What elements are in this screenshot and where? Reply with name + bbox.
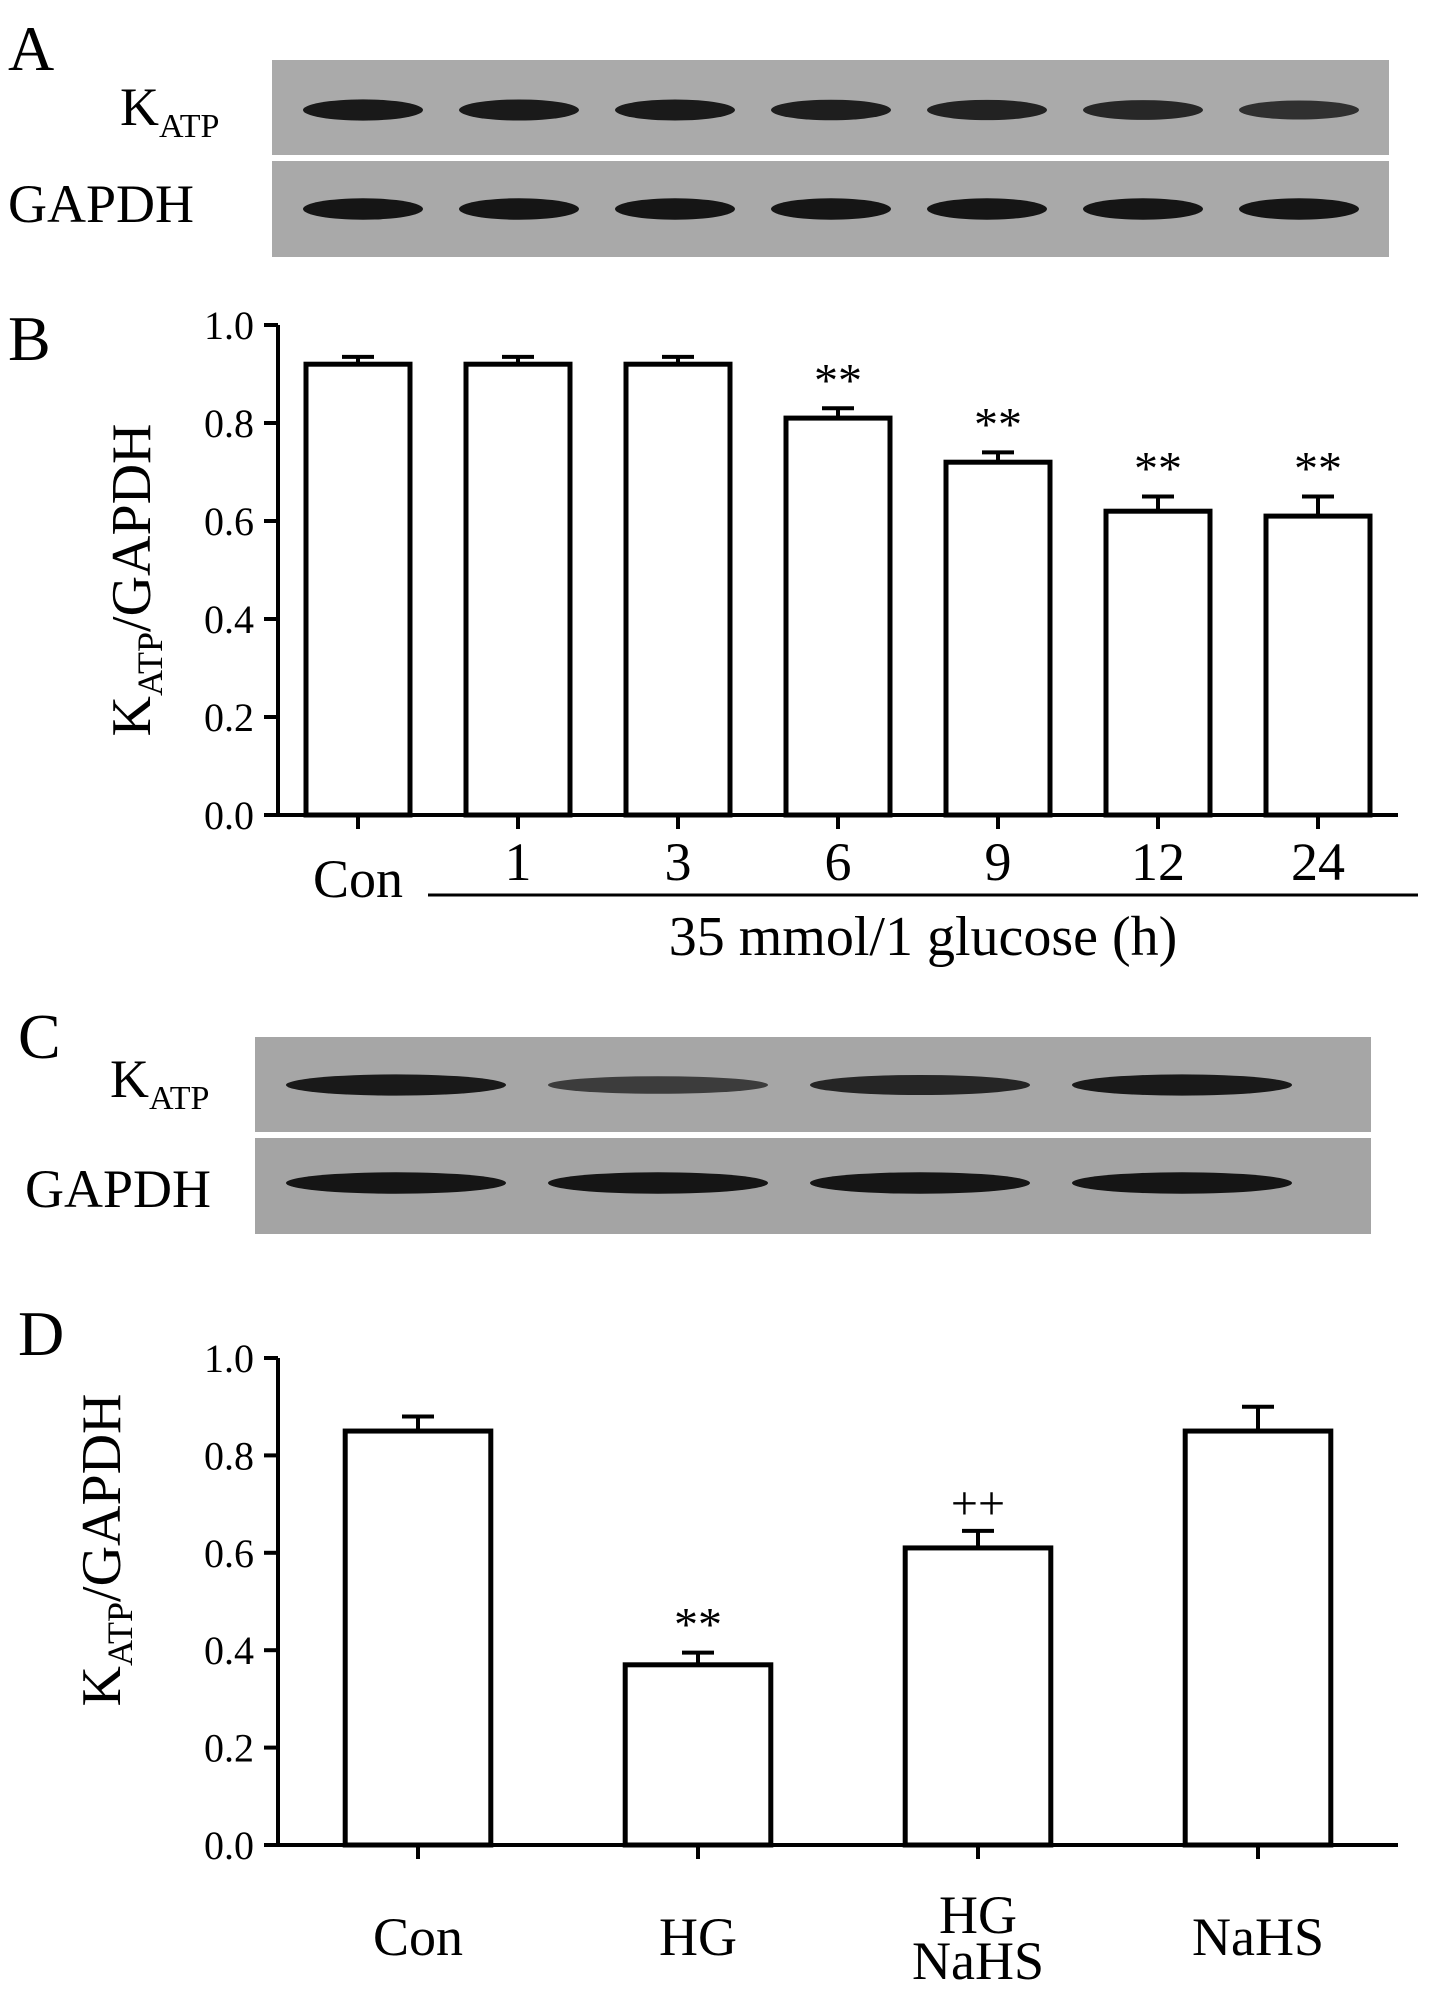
bar — [783, 415, 893, 818]
x-category-label: NaHS — [1192, 1907, 1324, 1967]
chart-b-ylabel-rest: /GAPDH — [101, 424, 163, 632]
blot-c-row1-label: KATP — [110, 1049, 209, 1117]
blot-a-bands — [303, 99, 1359, 220]
blot-band — [1239, 198, 1359, 220]
blot-band — [1239, 100, 1359, 120]
blot-band — [810, 1172, 1030, 1194]
bar — [1103, 508, 1213, 818]
bar — [623, 361, 733, 818]
blot-band — [810, 1074, 1030, 1096]
x-category-label: NaHS — [912, 1931, 1044, 1991]
panel-c-label: C — [18, 1001, 61, 1072]
blot-band — [1072, 1074, 1292, 1096]
blot-band — [927, 198, 1047, 220]
blot-a-row1-label-main: K — [120, 77, 159, 137]
blot-band — [303, 198, 423, 220]
chart-b-ylabel: KATP/GAPDH — [101, 424, 170, 737]
y-tick-label: 0.2 — [204, 1726, 254, 1771]
panel-d-label: D — [18, 1298, 64, 1369]
y-tick-label: 0.0 — [204, 793, 254, 838]
blot-a-row1-label: KATP — [120, 77, 219, 145]
x-category-label: HG — [939, 1885, 1017, 1945]
y-tick-label: 1.0 — [204, 303, 254, 348]
blot-band — [303, 99, 423, 121]
significance-label: ** — [974, 398, 1022, 451]
blot-band — [548, 1076, 768, 1094]
bar — [1263, 513, 1373, 818]
blot-c-row1-label-sub: ATP — [149, 1080, 209, 1117]
bar — [902, 1545, 1054, 1848]
panel-a: A KATP GAPDH — [8, 13, 1389, 257]
blot-band — [771, 198, 891, 220]
blot-band — [615, 198, 735, 220]
x-category-label: 6 — [825, 832, 852, 892]
chart-d-ylabel: KATP/GAPDH — [71, 1394, 140, 1707]
x-category-label: 24 — [1291, 832, 1345, 892]
bar — [342, 1428, 494, 1848]
x-category-label: HG — [659, 1907, 737, 1967]
x-category-label: 1 — [505, 832, 532, 892]
bar — [1182, 1428, 1334, 1848]
chart-b-ylabel-sub: ATP — [130, 632, 170, 696]
chart-d-ylabel-rest: /GAPDH — [71, 1394, 133, 1602]
x-category-label: Con — [373, 1907, 463, 1967]
bar — [303, 361, 413, 818]
chart-b-plot: 0.0 0.2 0.4 0.6 0.8 1.0 Con 1 3 ** 6 ** 9 ** 12 ** 24 35 … — [204, 303, 1418, 968]
significance-label: ** — [1134, 443, 1182, 496]
blot-band — [286, 1172, 506, 1194]
bar — [463, 361, 573, 818]
blot-band — [1072, 1172, 1292, 1194]
blot-band — [1083, 198, 1203, 220]
significance-label: ** — [1294, 443, 1342, 496]
x-category-label: 12 — [1131, 832, 1185, 892]
panel-b: B KATP/GAPDH 0.0 0.2 0.4 0.6 0.8 1.0 Con 1 3 ** 6 *… — [8, 303, 1418, 968]
blot-band — [286, 1074, 506, 1096]
blot-a-row1-label-sub: ATP — [159, 108, 219, 145]
panel-a-label: A — [8, 13, 54, 84]
significance-label: ** — [814, 354, 862, 407]
chart-d-ylabel-sub: ATP — [100, 1602, 140, 1666]
blot-band — [459, 99, 579, 121]
x-category-label: 9 — [985, 832, 1012, 892]
blot-c-bands — [286, 1074, 1292, 1194]
blot-band — [548, 1172, 768, 1194]
panel-c: C KATP GAPDH — [18, 1001, 1371, 1234]
bar — [622, 1662, 774, 1848]
blot-band — [1083, 100, 1203, 120]
panel-b-label: B — [8, 303, 51, 374]
x-category-label: 3 — [665, 832, 692, 892]
blot-c-row1-label-main: K — [110, 1049, 149, 1109]
panel-d: D KATP/GAPDH 0.0 0.2 0.4 0.6 0.8 1.0 Con ** HG ++… — [18, 1298, 1398, 1991]
y-tick-label: 0.2 — [204, 695, 254, 740]
x-category-label: Con — [313, 849, 403, 909]
blot-band — [615, 99, 735, 121]
bar — [943, 459, 1053, 818]
blot-c-row2-label: GAPDH — [25, 1159, 211, 1219]
blot-band — [771, 99, 891, 121]
y-tick-label: 0.6 — [204, 1531, 254, 1576]
blot-a-row2-label: GAPDH — [8, 174, 194, 234]
group-label: 35 mmol/1 glucose (h) — [669, 906, 1178, 968]
chart-d-ylabel-main: K — [71, 1666, 133, 1706]
chart-b-ylabel-main: K — [101, 696, 163, 736]
y-tick-label: 1.0 — [204, 1336, 254, 1381]
y-tick-label: 0.8 — [204, 1433, 254, 1478]
y-tick-label: 0.4 — [204, 1628, 254, 1673]
y-tick-label: 0.0 — [204, 1823, 254, 1868]
y-tick-label: 0.6 — [204, 499, 254, 544]
significance-label: ** — [674, 1599, 722, 1652]
significance-label: ++ — [951, 1477, 1005, 1530]
y-tick-label: 0.4 — [204, 597, 254, 642]
blot-band — [927, 99, 1047, 121]
y-tick-label: 0.8 — [204, 401, 254, 446]
blot-band — [459, 198, 579, 220]
